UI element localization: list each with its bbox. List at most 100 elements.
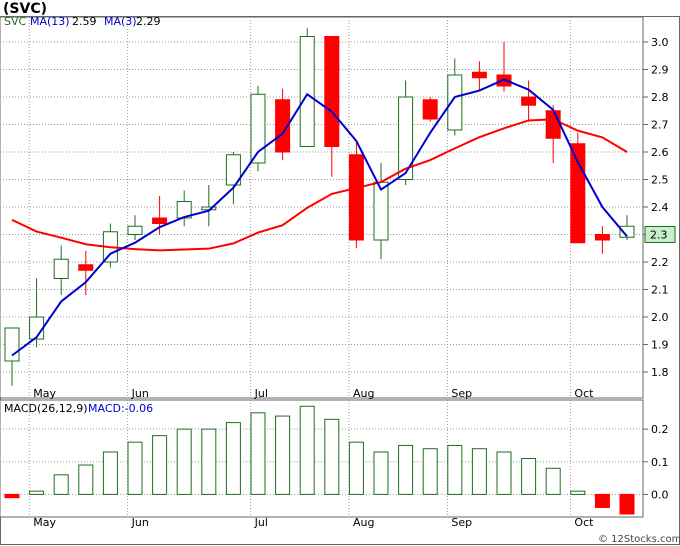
macd-bar bbox=[324, 418, 340, 495]
price-y-axis: 1.8 1.9 2.0 2.1 2.2 2.3 2.4 2.5 2.6 2.7 2.8 2.9 3.0 bbox=[643, 36, 669, 379]
candle-body bbox=[422, 99, 438, 120]
macd-bar bbox=[152, 435, 168, 495]
candle-body bbox=[398, 96, 414, 180]
price-y-tick-label: 2.5 bbox=[651, 174, 669, 187]
price-y-tick-label: 1.9 bbox=[651, 339, 669, 352]
legend-ma13-value: 2.59 bbox=[72, 15, 97, 28]
macd-month-label: Sep bbox=[451, 516, 472, 529]
candle-body bbox=[373, 181, 389, 241]
price-y-tick-label: 2.6 bbox=[651, 146, 669, 159]
candle-body bbox=[299, 36, 315, 147]
macd-y-tick-label: 0.1 bbox=[651, 456, 669, 469]
macd-legend-label: MACD(26,12,9) bbox=[4, 402, 88, 415]
macd-bar bbox=[348, 441, 364, 495]
price-month-label: Oct bbox=[574, 387, 594, 400]
candle-body bbox=[521, 96, 537, 106]
macd-bar bbox=[225, 422, 241, 495]
macd-bars bbox=[4, 405, 635, 515]
price-y-tick-label: 2.8 bbox=[651, 91, 669, 104]
candle-body bbox=[250, 93, 266, 164]
macd-bar bbox=[545, 467, 561, 495]
candle-body bbox=[570, 143, 586, 244]
macd-bar bbox=[570, 490, 586, 495]
price-month-label: Aug bbox=[353, 387, 374, 400]
legend-ma3-label: MA(3) bbox=[104, 15, 137, 28]
candle-body bbox=[348, 154, 364, 241]
candle-body bbox=[324, 36, 340, 147]
macd-bar bbox=[422, 448, 438, 495]
candle-body bbox=[619, 225, 635, 238]
price-y-tick-label: 2.7 bbox=[651, 119, 669, 132]
candle-body bbox=[53, 258, 69, 279]
macd-plot-area bbox=[0, 399, 644, 518]
last-price-box bbox=[644, 226, 676, 243]
price-y-tick-label: 2.0 bbox=[651, 311, 669, 324]
price-x-axis: May Jun Jul Aug Sep Oct bbox=[33, 387, 594, 400]
legend-ticker: SVC bbox=[4, 15, 27, 28]
macd-month-label: Aug bbox=[353, 516, 374, 529]
price-y-tick-label: 2.2 bbox=[651, 256, 669, 269]
macd-bar bbox=[496, 451, 512, 495]
price-legend: SVC MA(13) 2.59 MA(3) 2.29 bbox=[4, 15, 161, 28]
macd-bar bbox=[594, 493, 610, 508]
candle-body bbox=[78, 264, 94, 271]
price-y-tick-label: 2.4 bbox=[651, 201, 669, 214]
macd-panel: 0.0 0.1 0.2 May Jun Jul Aug Sep Oct MACD(26,12,… bbox=[0, 399, 669, 529]
macd-bar bbox=[471, 448, 487, 495]
macd-y-axis: 0.0 0.1 0.2 bbox=[643, 423, 669, 501]
macd-bar bbox=[250, 412, 266, 495]
macd-month-label: May bbox=[33, 516, 56, 529]
ma3-line bbox=[11, 78, 628, 357]
macd-bar bbox=[29, 490, 45, 495]
last-price-label: 2.3 bbox=[650, 229, 668, 242]
price-month-label: Jul bbox=[254, 387, 268, 400]
price-y-tick-label: 2.1 bbox=[651, 284, 669, 297]
macd-y-tick-label: 0.2 bbox=[651, 423, 669, 436]
macd-bar bbox=[521, 458, 537, 495]
macd-bar bbox=[4, 493, 20, 499]
candle-body bbox=[225, 154, 241, 186]
legend-ma13-label: MA(13) bbox=[30, 15, 70, 28]
price-panel: 1.81.92.02.12.22.32.42.52.62.72.82.93.0 … bbox=[0, 15, 676, 400]
macd-bar bbox=[53, 474, 69, 495]
ma13-line bbox=[11, 118, 628, 252]
last-price-badge: 2.3 bbox=[644, 226, 676, 243]
macd-legend: MACD(26,12,9) MACD:-0.06 bbox=[4, 402, 153, 415]
macd-x-axis: May Jun Jul Aug Sep Oct bbox=[33, 516, 594, 529]
price-y-tick-label: 1.8 bbox=[651, 366, 669, 379]
macd-month-label: Jul bbox=[254, 516, 268, 529]
macd-bar bbox=[78, 464, 94, 495]
macd-bar bbox=[373, 451, 389, 495]
macd-legend-value: MACD:-0.06 bbox=[88, 402, 153, 415]
candle-body bbox=[545, 110, 561, 139]
macd-bar bbox=[398, 444, 414, 495]
macd-month-label: Oct bbox=[574, 516, 594, 529]
price-month-label: Sep bbox=[451, 387, 472, 400]
chart-title: (SVC) bbox=[3, 1, 47, 17]
watermark: © 12Stocks.com bbox=[598, 534, 680, 545]
price-y-tick-label: 3.0 bbox=[651, 36, 669, 49]
candle-body bbox=[4, 327, 20, 362]
macd-month-label: Jun bbox=[131, 516, 149, 529]
legend-ma3-value: 2.29 bbox=[136, 15, 161, 28]
candle-body bbox=[471, 71, 487, 79]
macd-bar bbox=[127, 441, 143, 495]
macd-bar bbox=[176, 428, 192, 495]
candle-body bbox=[447, 74, 463, 131]
candle-body bbox=[275, 99, 291, 153]
macd-bar bbox=[447, 444, 463, 495]
macd-bar bbox=[275, 415, 291, 495]
price-y-tick-label: 2.9 bbox=[651, 64, 669, 77]
candle-body bbox=[127, 225, 143, 235]
macd-grid bbox=[0, 400, 643, 517]
macd-bar bbox=[299, 405, 315, 495]
macd-bar bbox=[201, 428, 217, 495]
macd-bar bbox=[619, 493, 635, 515]
candle-body bbox=[152, 217, 168, 224]
price-month-label: May bbox=[33, 387, 56, 400]
macd-y-tick-label: 0.0 bbox=[651, 488, 669, 501]
candle-body bbox=[594, 234, 610, 241]
price-month-label: Jun bbox=[131, 387, 149, 400]
macd-bar bbox=[102, 451, 118, 495]
